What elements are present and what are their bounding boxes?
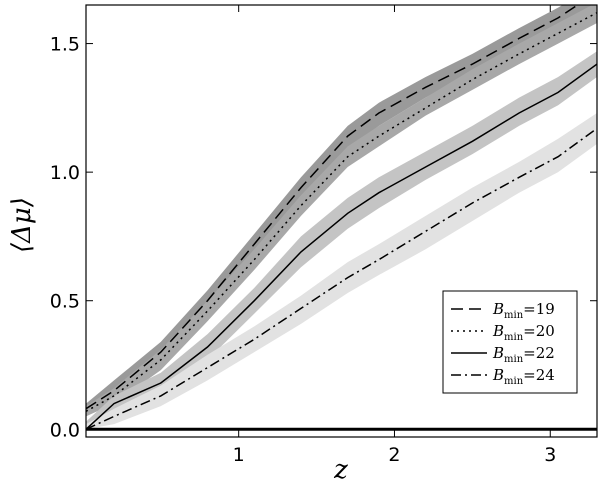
band-series-3 [86,51,597,430]
line-series-3 [86,63,597,430]
x-axis-label: z [333,455,348,485]
legend-label-1: Bmin=19 [492,300,555,321]
y-tick-label: 1.0 [50,162,80,184]
x-tick-label: 2 [388,444,400,466]
y-tick-label: 0.0 [50,419,80,441]
y-tick-label: 0.5 [50,291,80,313]
x-axis-ticks: 1 2 3 [233,5,556,466]
line-series-1 [86,5,579,410]
line-series-2 [86,12,597,412]
band-series-4 [86,113,597,430]
x-tick-label: 3 [544,444,556,466]
legend-label-4: Bmin=24 [492,366,555,387]
x-tick-label: 1 [233,444,245,466]
legend-label-3: Bmin=22 [492,344,555,365]
legend-label-2: Bmin=20 [492,322,555,343]
confidence-bands [86,5,597,430]
line-series-4 [86,127,597,430]
series-lines [86,5,597,430]
y-axis-label: ⟨Δμ⟩ [7,197,37,253]
band-series-2 [86,5,597,417]
plot-frame [85,4,598,438]
y-axis-ticks: 0.0 0.5 1.0 1.5 [50,34,597,441]
y-tick-label: 1.5 [50,34,80,56]
legend-box [442,290,578,394]
